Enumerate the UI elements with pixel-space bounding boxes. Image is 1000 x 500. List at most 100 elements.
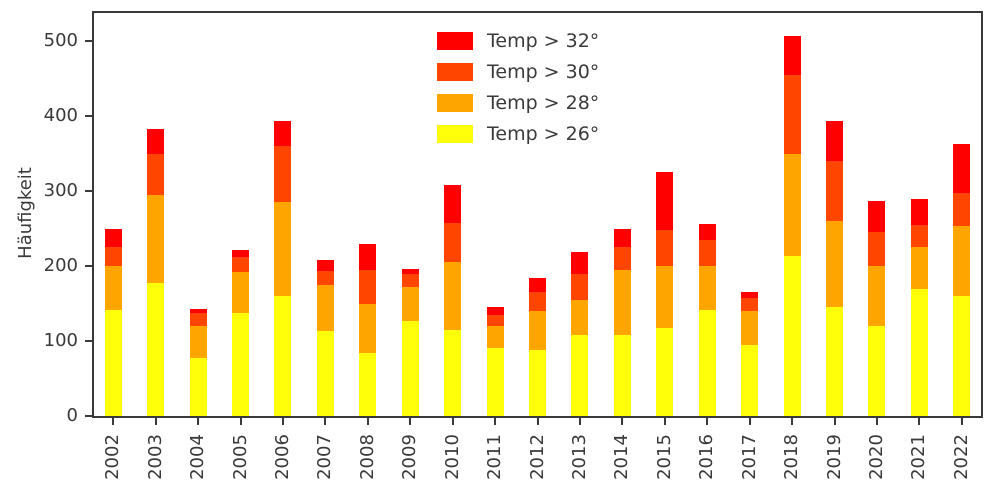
legend-item: Temp > 32°: [437, 30, 599, 52]
bar-segment: [953, 226, 971, 296]
legend: Temp > 32° Temp > 30° Temp > 28° Temp > 26°: [437, 30, 599, 145]
legend-swatch-icon: [437, 125, 473, 143]
legend-item: Temp > 28°: [437, 92, 599, 114]
bar-segment: [274, 296, 292, 416]
bar-segment: [529, 278, 546, 293]
bar-segment: [953, 296, 971, 416]
bar-2018: [783, 35, 801, 416]
x-tick-mark: [451, 418, 454, 425]
bar-segment: [189, 357, 207, 416]
bar-segment: [571, 299, 589, 335]
bar-segment: [613, 228, 631, 248]
bar-segment: [698, 239, 716, 266]
bar-2016: [698, 224, 716, 416]
y-tick-label: 300: [43, 180, 78, 201]
y-tick-label: 500: [43, 30, 78, 51]
y-tick-label: 100: [43, 330, 78, 351]
legend-label: Temp > 28°: [487, 92, 600, 114]
x-tick-label: 2003: [144, 434, 166, 480]
bar-segment: [316, 260, 334, 272]
x-tick-label: 2018: [781, 434, 803, 480]
y-tick-mark: [85, 190, 92, 192]
x-tick-label: 2021: [908, 434, 930, 480]
y-tick-label: 200: [43, 255, 78, 276]
bar-segment: [104, 309, 122, 416]
x-tick-mark: [494, 418, 497, 425]
bar-segment: [741, 297, 759, 311]
bar-2011: [486, 307, 504, 416]
bar-segment: [783, 153, 801, 256]
x-tick-mark: [197, 418, 200, 425]
bar-segment: [147, 153, 165, 195]
bar-segment: [147, 282, 165, 416]
bar-segment: [274, 146, 292, 203]
bar-2010: [444, 185, 462, 416]
bar-segment: [401, 320, 419, 416]
x-tick-label: 2010: [441, 434, 463, 480]
bar-segment: [656, 266, 674, 328]
x-tick-label: 2006: [271, 434, 293, 480]
bar-2005: [232, 250, 249, 416]
bar-segment: [486, 347, 504, 416]
bar-segment: [444, 185, 462, 223]
y-tick-mark: [85, 415, 92, 417]
legend-label: Temp > 26°: [487, 123, 600, 145]
bar-2022: [953, 143, 971, 416]
bar-segment: [868, 266, 886, 326]
x-tick-mark: [239, 418, 242, 425]
bar-segment: [698, 266, 716, 311]
bar-segment: [444, 222, 462, 263]
x-tick-mark: [791, 418, 794, 425]
bar-segment: [104, 228, 122, 248]
bar-segment: [826, 306, 843, 416]
bar-segment: [189, 313, 207, 326]
x-tick-mark: [706, 418, 709, 425]
bar-segment: [232, 250, 249, 257]
bar-segment: [359, 353, 377, 416]
legend-label: Temp > 30°: [487, 61, 600, 83]
bar-segment: [189, 326, 207, 358]
bar-segment: [232, 312, 249, 416]
bar-segment: [444, 329, 462, 416]
x-tick-mark: [918, 418, 921, 425]
bar-segment: [104, 247, 122, 266]
x-tick-label: 2004: [187, 434, 209, 480]
bar-segment: [656, 230, 674, 266]
bar-segment: [401, 287, 419, 321]
y-tick-mark: [85, 340, 92, 342]
bar-segment: [910, 224, 928, 248]
bar-2003: [147, 128, 165, 416]
bar-segment: [359, 303, 377, 353]
bar-segment: [910, 288, 928, 416]
bar-2002: [104, 228, 122, 416]
x-tick-label: 2009: [399, 434, 421, 480]
bar-segment: [274, 120, 292, 146]
bar-segment: [316, 331, 334, 416]
bar-segment: [571, 335, 589, 416]
x-tick-label: 2020: [865, 434, 887, 480]
x-tick-label: 2011: [484, 434, 506, 480]
bar-segment: [571, 273, 589, 300]
x-tick-mark: [621, 418, 624, 425]
bar-2020: [868, 200, 886, 416]
x-tick-label: 2012: [526, 434, 548, 480]
bar-segment: [953, 143, 971, 193]
bar-segment: [741, 311, 759, 345]
bar-segment: [613, 247, 631, 270]
bar-2008: [359, 244, 377, 416]
bar-segment: [741, 292, 759, 298]
bar-segment: [953, 192, 971, 227]
bar-2013: [571, 251, 589, 416]
x-tick-mark: [663, 418, 666, 425]
bar-segment: [868, 326, 886, 416]
bar-segment: [189, 308, 207, 314]
legend-swatch-icon: [437, 63, 473, 81]
x-tick-label: 2016: [696, 434, 718, 480]
bar-segment: [783, 255, 801, 416]
bar-2007: [316, 260, 334, 416]
y-tick-label: 0: [66, 405, 78, 426]
bar-segment: [147, 128, 165, 154]
x-tick-label: 2013: [568, 434, 590, 480]
bar-segment: [486, 314, 504, 326]
